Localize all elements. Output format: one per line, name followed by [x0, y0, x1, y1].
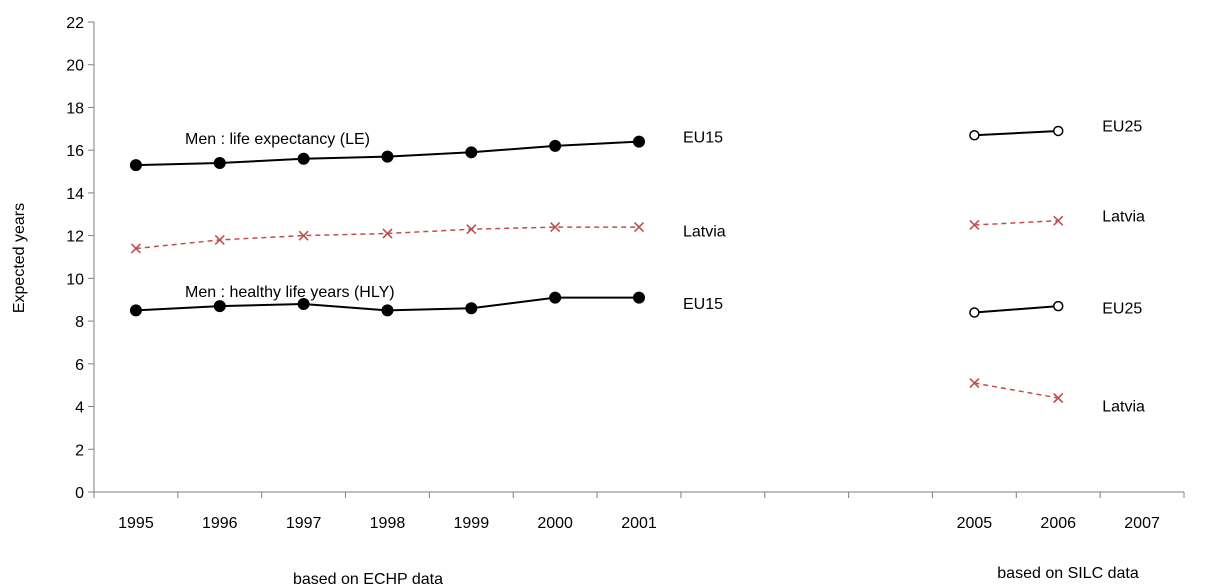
- x-group-label-silc: based on SILC data: [997, 565, 1139, 582]
- x-tick-label: 2000: [537, 515, 573, 532]
- series-label: EU15: [683, 296, 723, 313]
- data-point: [549, 139, 562, 152]
- x-tick-label: 1999: [454, 515, 490, 532]
- data-point: [969, 219, 980, 231]
- data-point: [381, 304, 394, 317]
- y-tick-label: 0: [75, 485, 84, 502]
- data-point: [969, 129, 980, 141]
- data-point: [1052, 125, 1064, 137]
- x-tick-label: 1997: [286, 515, 322, 532]
- data-point: [550, 222, 561, 233]
- data-point: [1052, 300, 1064, 312]
- y-tick-label: 20: [66, 58, 84, 75]
- data-point: [298, 230, 309, 241]
- series-label: EU25: [1102, 119, 1142, 136]
- annotation-hly: Men : healthy life years (HLY): [185, 284, 395, 301]
- data-point: [213, 157, 226, 169]
- series-label: Latvia: [1102, 399, 1145, 416]
- y-tick-label: 10: [66, 271, 84, 288]
- x-tick-label: 1996: [202, 515, 238, 532]
- y-tick-label: 22: [66, 15, 84, 32]
- labels-layer: Expected years Men : life expectancy (LE…: [11, 131, 1139, 586]
- data-point: [214, 234, 225, 245]
- data-point: [633, 222, 645, 233]
- axes: 0 2 4 6 8 10 12 14 16 18 20 22 1995 1996 1997 1998 1999 2…: [66, 15, 1185, 532]
- y-tick-label: 4: [75, 400, 84, 417]
- y-tick-label: 2: [75, 442, 84, 459]
- series-line: [974, 382, 1059, 399]
- data-point: [297, 152, 310, 165]
- series-label: EU15: [683, 129, 723, 146]
- data-point: [382, 228, 393, 239]
- annotation-le: Men : life expectancy (LE): [185, 131, 370, 148]
- data-point: [969, 377, 980, 389]
- data-point: [465, 146, 478, 159]
- x-tick-label: 1995: [118, 515, 154, 532]
- data-point: [1053, 392, 1064, 404]
- series-layer: EU15 Latvia EU15 EU25 Latvia EU25 Latvia: [129, 119, 1145, 416]
- data-point: [129, 159, 142, 172]
- x-tick-label: 2005: [957, 515, 993, 532]
- data-point: [466, 224, 477, 235]
- series-label: Latvia: [1102, 208, 1145, 225]
- series-label: Latvia: [683, 223, 726, 240]
- y-tick-label: 6: [75, 357, 84, 374]
- series-line: [974, 219, 1059, 226]
- y-tick-label: 8: [75, 314, 84, 331]
- series-line: [974, 305, 1059, 314]
- series-line: [974, 130, 1059, 137]
- y-tick-label: 18: [66, 100, 84, 117]
- series-label: EU25: [1102, 300, 1142, 317]
- data-point: [381, 150, 394, 163]
- data-point: [465, 302, 478, 315]
- data-point: [1053, 215, 1064, 226]
- series-line: [135, 226, 639, 250]
- data-point: [969, 307, 980, 318]
- data-point: [549, 291, 562, 304]
- data-point: [129, 304, 142, 317]
- data-point: [213, 300, 226, 313]
- x-group-label-echp: based on ECHP data: [293, 571, 443, 586]
- data-point: [633, 291, 645, 304]
- x-tick-label: 1998: [370, 515, 406, 532]
- data-point: [130, 243, 141, 254]
- data-point: [297, 298, 310, 310]
- x-tick-label: 2001: [621, 515, 657, 532]
- data-point: [633, 135, 645, 148]
- x-tick-label: 2006: [1040, 515, 1076, 532]
- x-tick-label: 2007: [1124, 515, 1160, 532]
- y-tick-label: 14: [66, 186, 84, 203]
- y-tick-label: 12: [66, 229, 84, 246]
- y-tick-label: 16: [66, 143, 84, 160]
- y-axis-label: Expected years: [11, 203, 28, 313]
